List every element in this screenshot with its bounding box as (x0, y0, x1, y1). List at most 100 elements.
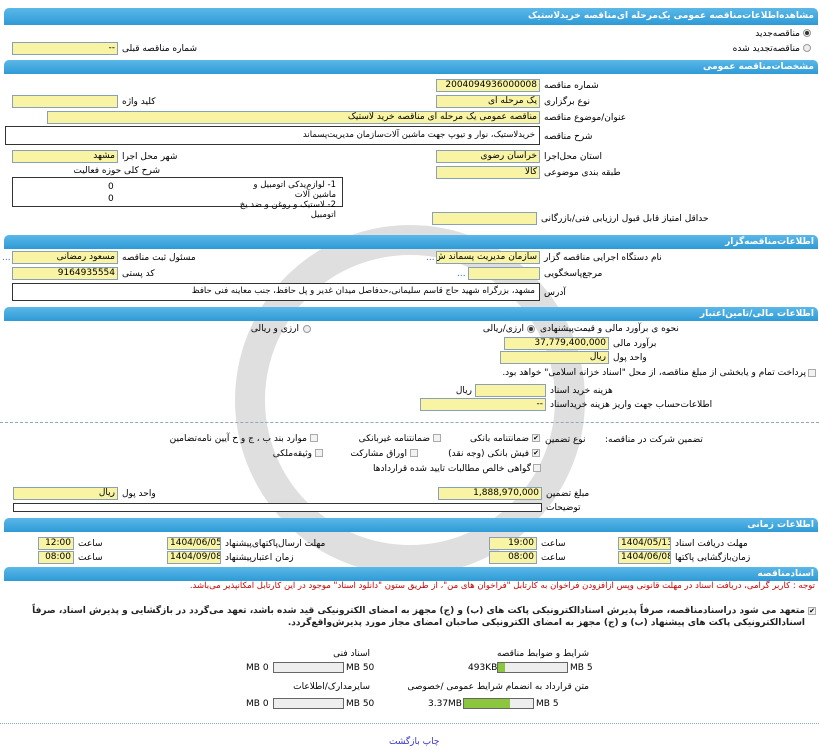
radio-rial-label: ارزی/ریالی (482, 324, 524, 334)
file-max: 50 MB (346, 699, 375, 709)
notes-label: توضیحات (546, 503, 581, 513)
category-label: طبقه بندی موضوعی (544, 168, 621, 178)
doc-deadline-field[interactable]: 1404/05/13 (618, 537, 671, 550)
nonbank-guarantee-label: ضمانتنامه غیربانکی (358, 434, 430, 444)
file-progress-fill (464, 699, 511, 708)
section-timing: اطلاعات زمانی (4, 518, 818, 532)
file-size: 3.37MB (428, 699, 462, 709)
responsible-more-button[interactable]: ... (2, 253, 11, 263)
file-label: متن قرارداد به انضمام شرایط عمومی /خصوصی (407, 682, 589, 692)
checkbox-bank-guarantee[interactable]: ✔ (532, 434, 540, 442)
reference-field[interactable] (468, 267, 540, 280)
currency-label: واحد پول (613, 353, 647, 363)
time-label: ساعت (78, 539, 103, 549)
city-field[interactable]: مشهد (12, 150, 118, 163)
organization-more-button[interactable]: ... (426, 253, 435, 263)
postal-code-label: کد پستی (122, 269, 155, 279)
radio-currency-and-rial[interactable] (303, 325, 311, 333)
guarantee-amount-field[interactable]: 1,888,970,000 (438, 487, 542, 500)
city-label: شهر محل اجرا (122, 152, 178, 162)
responsible-field[interactable]: مسعود رمضانی (12, 251, 118, 264)
prev-number-label: شماره مناقصه قبلی (122, 44, 197, 54)
province-label: استان محل‌اجرا (544, 152, 602, 162)
property-collateral-label: وثیقه‌ملکی (272, 449, 312, 459)
commitment-checkbox[interactable]: ✔ (808, 607, 816, 615)
radio-renewed-tender[interactable] (803, 44, 811, 52)
activity-item: 1- لوازم‌یدکی اتومبیل و ماشین آلات (19, 180, 336, 200)
file-progress-bar (273, 662, 344, 673)
documents-notice: توجه : کاربر گرامی، دریافت اسناد در مهلت… (189, 581, 815, 591)
file-label: سایرمدارک/اطلاعات (293, 682, 370, 692)
subject-field[interactable]: مناقصه عمومی یک مرحله ای مناقصه خرید لاس… (47, 111, 540, 124)
file-size: 0 MB (246, 699, 269, 709)
regulation-items-label: موارد بند ب ، ج و ح آیین نامه‌تضامین (169, 434, 307, 444)
opening-date-label: زمان‌بازگشایی پاکتها (675, 553, 751, 563)
file-progress-bar (497, 662, 568, 673)
min-score-field[interactable] (432, 212, 537, 225)
reference-label: مرجع‌پاسخگویی (544, 269, 603, 279)
min-score-label: حداقل امتیاز قابل قبول ارزیابی فنی/بازرگ… (541, 214, 709, 224)
doc-deadline-time-field[interactable]: 19:00 (489, 537, 537, 550)
file-progress-bar (463, 698, 534, 709)
file-label: اسناد فنی (333, 649, 370, 659)
file-size: 0 MB (246, 663, 269, 673)
account-field[interactable]: -- (420, 398, 546, 411)
submit-deadline-label: مهلت ارسال‌پاکتهای‌پیشنهاد (225, 539, 326, 549)
time-label: ساعت (541, 539, 566, 549)
organization-field[interactable]: سازمان مدیریت پسماند ش (436, 251, 540, 264)
divider (0, 723, 819, 724)
activity-box: 1- لوازم‌یدکی اتومبیل و ماشین آلات 2- لا… (12, 177, 343, 220)
currency-field[interactable]: ریال (500, 351, 609, 364)
checkbox-regulation-items[interactable] (310, 434, 318, 442)
doc-deadline-label: مهلت دریافت اسناد (675, 539, 748, 549)
activity-value: 0 (108, 194, 114, 204)
guarantee-currency-field[interactable]: ریال (13, 487, 118, 500)
address-label: آدرس (544, 288, 566, 298)
tender-number-field[interactable]: 2004094936000008 (436, 79, 540, 92)
file-max: 5 MB (570, 663, 593, 673)
doc-fee-field[interactable] (475, 384, 546, 397)
category-field[interactable]: کالا (436, 166, 540, 179)
validity-time-field[interactable]: 08:00 (38, 551, 74, 564)
radio-rial[interactable] (527, 325, 535, 333)
opening-date-field[interactable]: 1404/06/08 (618, 551, 671, 564)
participation-bonds-label: اوراق مشارکت (350, 449, 407, 459)
opening-time-field[interactable]: 08:00 (489, 551, 537, 564)
holding-type-field[interactable]: یک مرحله ای (436, 95, 540, 108)
treasury-checkbox[interactable] (808, 369, 816, 377)
notes-box (13, 503, 542, 512)
file-max: 50 MB (346, 663, 375, 673)
checkbox-property-collateral[interactable] (315, 449, 323, 457)
estimate-field[interactable]: 37,779,400,000 (504, 337, 609, 350)
activity-text: 1- لوازم‌یدکی اتومبیل و ماشین آلات (253, 180, 336, 200)
reference-more-button[interactable]: ... (457, 269, 466, 279)
guarantee-label: تضمین شرکت در مناقصه: (605, 435, 703, 445)
estimate-label: برآورد مالی (613, 339, 657, 349)
activity-label: شرح کلی حوزه فعالیت (73, 166, 160, 176)
checkbox-nonbank-guarantee[interactable] (433, 434, 441, 442)
file-size: 493KB (468, 663, 498, 673)
guarantee-type-label: نوع تضمین (545, 435, 586, 445)
activity-value: 0 (108, 182, 114, 192)
keyword-label: کلید واژه (122, 97, 156, 107)
divider (0, 422, 819, 423)
checkbox-bank-receipt[interactable]: ✔ (532, 449, 540, 457)
section-general: مشخصات‌مناقصه عمومی (4, 60, 818, 74)
checkbox-receivables-certificate[interactable] (533, 464, 541, 472)
estimate-method-label: نحوه ی برآورد مالی و قیمت‌پیشنهادی (540, 324, 679, 334)
radio-new-tender[interactable] (803, 29, 811, 37)
validity-date-field[interactable]: 1404/09/08 (167, 551, 221, 564)
province-field[interactable]: خراسان رضوی (436, 150, 540, 163)
receivables-certificate-label: گواهی خالص مطالبات تایید شده قراردادها (373, 464, 531, 474)
activity-item: 2- لاستیک و روغن و ضد یخ اتومبیل (19, 200, 336, 220)
description-label: شرح مناقصه (544, 132, 593, 142)
doc-fee-unit: ریال (455, 386, 472, 396)
keyword-field[interactable] (12, 95, 118, 108)
submit-deadline-field[interactable]: 1404/06/05 (167, 537, 221, 550)
checkbox-participation-bonds[interactable] (410, 449, 418, 457)
print-back-links[interactable]: چاپ بازگشت (389, 737, 440, 747)
submit-time-field[interactable]: 12:00 (38, 537, 74, 550)
prev-number-field[interactable]: -- (12, 42, 118, 55)
postal-code-field[interactable]: 9164935554 (12, 267, 118, 280)
guarantee-currency-label: واحد پول (122, 489, 156, 499)
